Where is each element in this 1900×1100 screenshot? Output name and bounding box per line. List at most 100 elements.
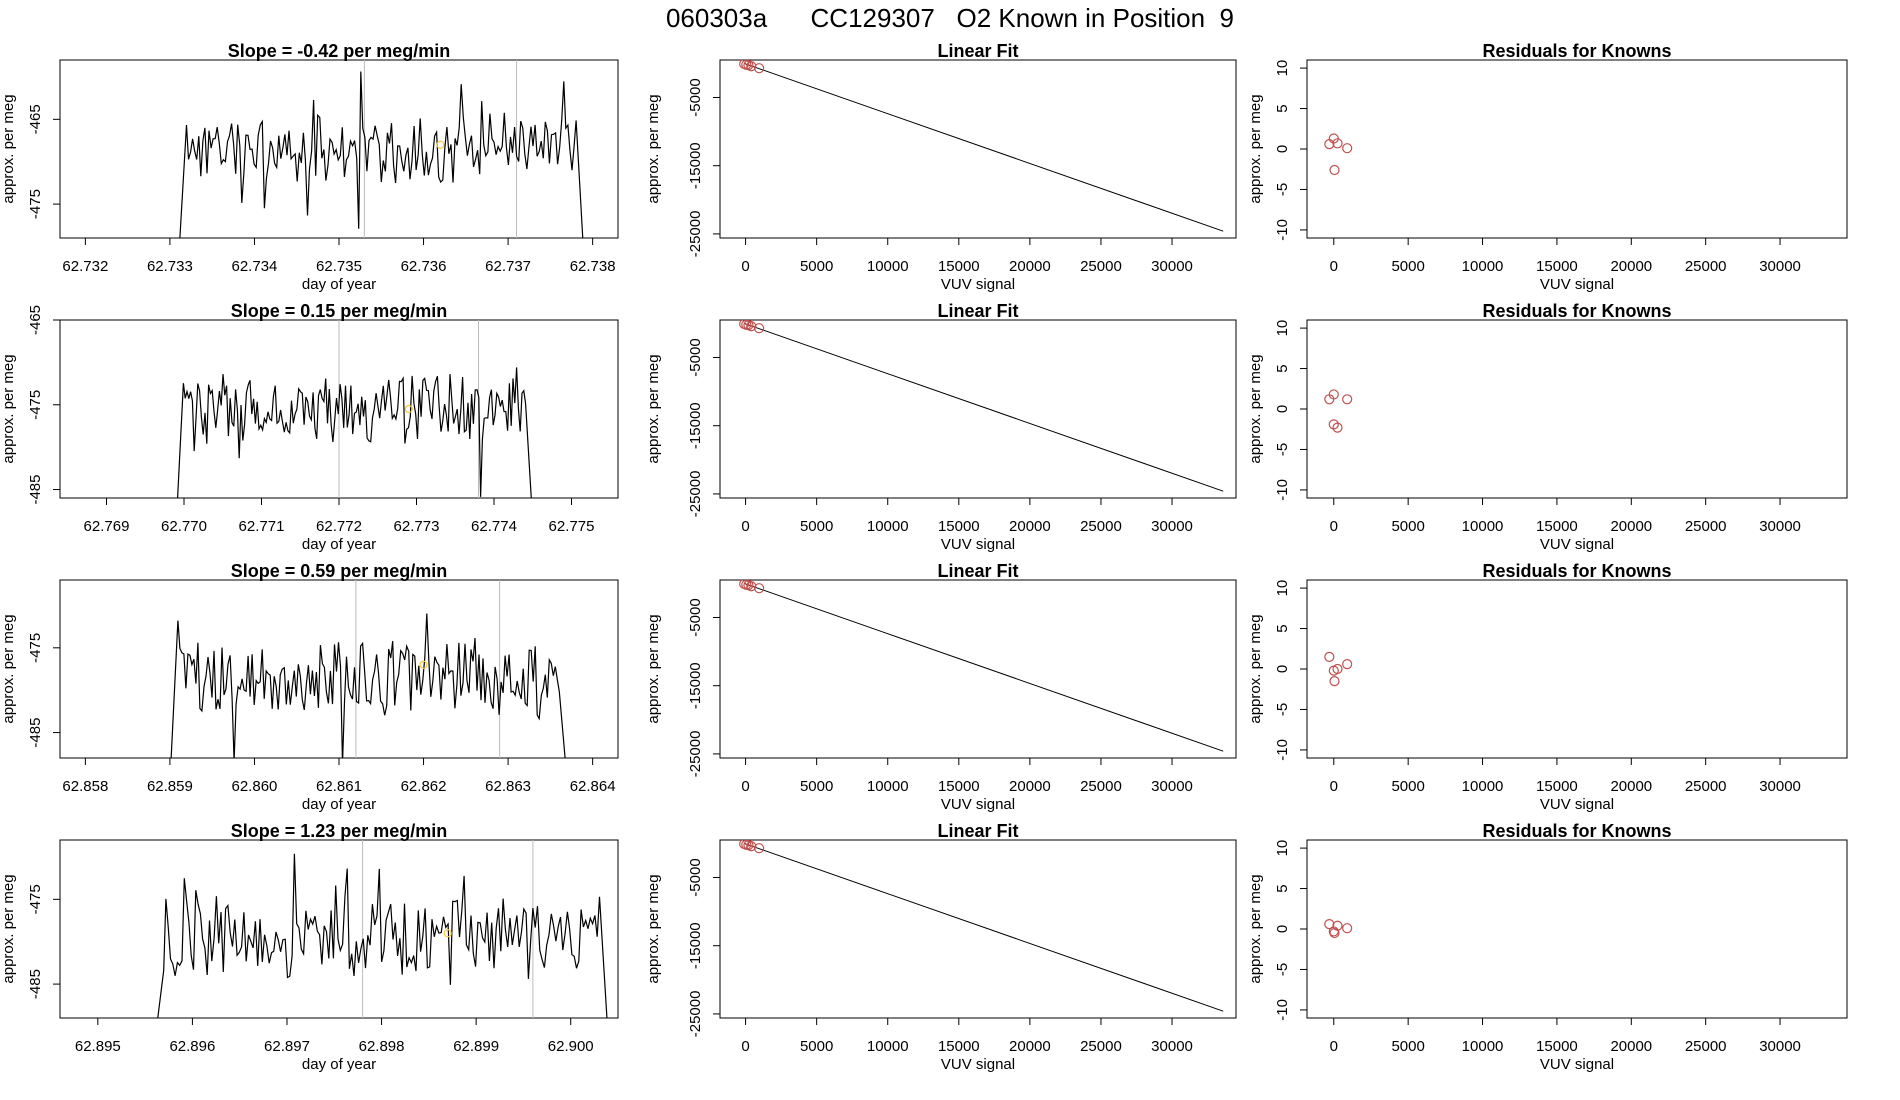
plot-frame — [719, 319, 1237, 499]
x-tick-label: 10000 — [867, 258, 909, 275]
x-tick-label: 62.735 — [316, 258, 362, 275]
fit-line — [744, 62, 1224, 232]
y-axis-label: approx. per meg — [0, 614, 17, 723]
data-point — [753, 63, 765, 74]
data-point — [1324, 919, 1335, 930]
y-tick-label: -5000 — [687, 338, 704, 376]
chart-title: Slope = 1.23 per meg/min — [231, 821, 448, 841]
plot-area — [157, 840, 608, 1018]
x-tick-label: 62.732 — [62, 258, 108, 275]
y-tick-label: 5 — [1274, 624, 1291, 632]
data-point — [1328, 389, 1339, 400]
plot-area — [1324, 919, 1353, 939]
x-tick-label: 15000 — [938, 1038, 980, 1055]
x-tick-label: 62.899 — [453, 1038, 499, 1055]
y-axis-label: approx. per meg — [645, 354, 662, 463]
chart-title: Slope = 0.15 per meg/min — [231, 301, 448, 321]
x-tick-label: 5000 — [1391, 1038, 1424, 1055]
x-axis-label: VUV signal — [941, 796, 1015, 813]
data-point — [1329, 676, 1340, 687]
y-tick-label: -10 — [1274, 479, 1291, 501]
x-axis-label: day of year — [302, 536, 376, 553]
x-tick-label: 25000 — [1080, 258, 1122, 275]
chart-title: Linear Fit — [937, 41, 1018, 61]
data-series-line — [157, 853, 608, 1018]
y-tick-label: -475 — [27, 189, 44, 219]
x-tick-label: 10000 — [1462, 778, 1504, 795]
y-tick-label: -10 — [1274, 739, 1291, 761]
y-tick-label: -15000 — [687, 142, 704, 189]
y-axis-label: approx. per meg — [0, 94, 17, 203]
plot-area — [739, 320, 1224, 492]
x-tick-label: 20000 — [1009, 1038, 1051, 1055]
x-axis-label: VUV signal — [1540, 796, 1614, 813]
y-axis-label: approx. per meg — [645, 614, 662, 723]
x-tick-label: 10000 — [1462, 518, 1504, 535]
x-tick-label: 15000 — [1536, 258, 1578, 275]
plot-area — [1324, 389, 1353, 433]
y-tick-label: -5000 — [687, 598, 704, 636]
plot-frame — [719, 59, 1237, 239]
highlight-point — [419, 660, 428, 669]
x-tick-label: 30000 — [1151, 778, 1193, 795]
x-tick-label: 20000 — [1009, 258, 1051, 275]
x-axis-label: day of year — [302, 1056, 376, 1073]
x-tick-label: 25000 — [1685, 258, 1727, 275]
panel-residuals-row-4: Residuals for Knowns VUV signal approx. pe… — [1247, 821, 1848, 1073]
x-tick-label: 15000 — [938, 258, 980, 275]
y-tick-label: -15000 — [687, 662, 704, 709]
data-point — [1332, 920, 1343, 931]
y-axis-label: approx. per meg — [1247, 874, 1264, 983]
x-tick-label: 15000 — [938, 778, 980, 795]
x-tick-label: 10000 — [1462, 258, 1504, 275]
plot-frame — [59, 59, 619, 239]
x-tick-label: 25000 — [1685, 778, 1727, 795]
x-tick-label: 30000 — [1759, 258, 1801, 275]
x-axis-label: VUV signal — [941, 1056, 1015, 1073]
x-tick-label: 0 — [741, 1038, 749, 1055]
panel-linear-fit-row-3: Linear Fit VUV signal approx. per meg 0 5000… — [645, 561, 1237, 813]
y-tick-label: -15000 — [687, 922, 704, 969]
x-tick-label: 5000 — [800, 1038, 833, 1055]
data-series-line — [176, 367, 532, 498]
y-axis-label: approx. per meg — [1247, 94, 1264, 203]
y-tick-label: 0 — [1274, 925, 1291, 933]
x-axis-label: VUV signal — [941, 276, 1015, 293]
data-point — [1332, 138, 1343, 149]
x-tick-label: 0 — [741, 258, 749, 275]
highlight-point — [404, 404, 413, 414]
data-point — [1329, 164, 1340, 176]
x-tick-label: 62.900 — [548, 1038, 594, 1055]
plot-frame — [1306, 839, 1848, 1019]
panel-residuals-row-3: Residuals for Knowns VUV signal approx. pe… — [1247, 561, 1848, 813]
chart-title: Slope = 0.59 per meg/min — [231, 561, 448, 581]
y-axis-label: approx. per meg — [1247, 354, 1264, 463]
x-tick-label: 62.734 — [232, 258, 278, 275]
y-tick-label: -485 — [27, 475, 44, 505]
y-tick-label: 10 — [1274, 840, 1291, 857]
y-tick-label: -5 — [1274, 183, 1291, 196]
x-axis-label: VUV signal — [1540, 276, 1614, 293]
chart-title: Residuals for Knowns — [1482, 301, 1671, 321]
y-tick-label: -25000 — [687, 471, 704, 518]
y-tick-label: 10 — [1274, 60, 1291, 77]
x-tick-label: 0 — [741, 778, 749, 795]
plot-area — [1324, 133, 1353, 176]
panel-time-series-row-3: Slope = 0.59 per meg/min day of year appro… — [0, 561, 619, 813]
x-tick-label: 0 — [1330, 258, 1338, 275]
x-tick-label: 62.773 — [394, 518, 440, 535]
plot-frame — [59, 839, 619, 1019]
plot-frame — [1306, 59, 1848, 239]
x-tick-label: 62.772 — [316, 518, 362, 535]
panel-linear-fit-row-4: Linear Fit VUV signal approx. per meg 0 5000… — [645, 821, 1237, 1073]
x-tick-label: 10000 — [867, 778, 909, 795]
x-tick-label: 5000 — [1391, 518, 1424, 535]
y-tick-label: -485 — [27, 718, 44, 748]
x-axis-label: VUV signal — [1540, 536, 1614, 553]
x-tick-label: 62.862 — [401, 778, 447, 795]
y-tick-label: 0 — [1274, 405, 1291, 413]
x-tick-label: 62.863 — [485, 778, 531, 795]
y-tick-label: -25000 — [687, 991, 704, 1038]
y-tick-label: -485 — [27, 969, 44, 999]
chart-title: Linear Fit — [937, 301, 1018, 321]
